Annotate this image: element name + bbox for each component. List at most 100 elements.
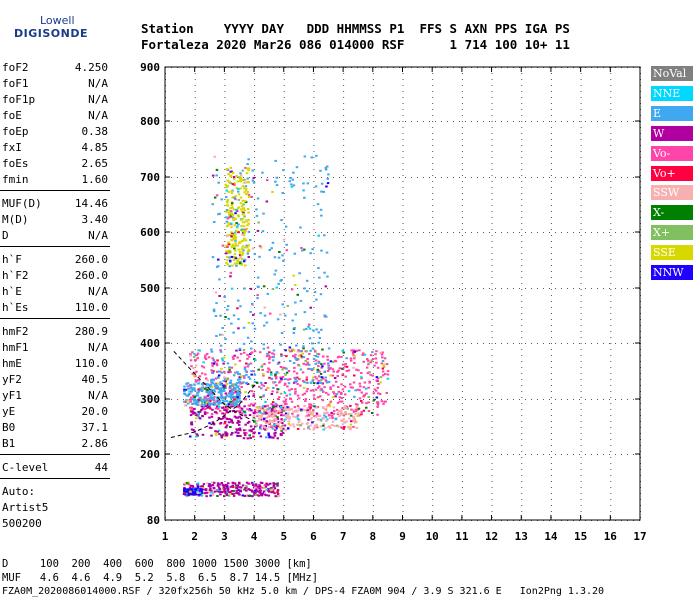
echo-point [288, 416, 291, 419]
echo-point [230, 226, 233, 229]
grid-dot [580, 505, 582, 506]
echo-point [229, 170, 232, 173]
echo-point [340, 413, 343, 416]
grid-dot [224, 433, 226, 434]
grid-dot [345, 177, 346, 178]
grid-dot [309, 288, 310, 289]
grid-dot [343, 103, 345, 104]
echo-point [187, 492, 191, 495]
echo-point [248, 414, 252, 416]
echo-point [228, 180, 231, 183]
echo-point [226, 201, 229, 204]
echo-point [210, 395, 213, 398]
grid-dot [402, 463, 404, 464]
echo-point [296, 383, 299, 385]
grid-dot [273, 399, 274, 400]
grid-dot [224, 277, 226, 278]
grid-dot [363, 399, 364, 400]
grid-dot [521, 319, 523, 320]
echo-point [274, 373, 277, 376]
echo-point [347, 369, 351, 372]
grid-dot [610, 223, 612, 224]
echo-point [274, 495, 277, 498]
grid-dot [580, 301, 582, 302]
grid-dot [491, 481, 493, 482]
grid-dot [372, 247, 374, 248]
echo-point [345, 365, 349, 368]
echo-point [372, 392, 375, 395]
echo-point [302, 189, 305, 192]
echo-point [343, 421, 347, 424]
param-value: 40.5 [81, 373, 109, 386]
echo-point [195, 393, 199, 396]
echo-point [231, 213, 235, 216]
grid-dot [313, 175, 315, 176]
echo-point [250, 481, 254, 484]
echo-point [210, 385, 214, 388]
echo-point [267, 421, 271, 424]
echo-point [226, 235, 229, 238]
grid-dot [254, 469, 256, 470]
param-clevel: C-level 44 [2, 461, 108, 475]
echo-point [323, 386, 326, 389]
echo-point [215, 335, 218, 337]
grid-dot [525, 177, 526, 178]
grid-dot [372, 451, 374, 452]
echo-point [192, 367, 195, 369]
grid-dot [213, 232, 214, 233]
echo-point [340, 419, 343, 422]
grid-dot [491, 259, 493, 260]
grid-dot [580, 325, 582, 326]
echo-point [221, 406, 224, 409]
echo-point [226, 378, 229, 381]
echo-point [220, 395, 224, 398]
echo-point [316, 362, 319, 365]
grid-dot [610, 271, 612, 272]
echo-point [316, 370, 319, 373]
grid-dot [219, 454, 220, 455]
grid-dot [291, 343, 292, 344]
echo-point [288, 346, 292, 349]
echo-point [251, 179, 255, 182]
echo-point [353, 374, 356, 377]
grid-dot [405, 121, 406, 122]
grid-dot [283, 229, 285, 230]
echo-point [344, 393, 347, 396]
echo-point [317, 396, 320, 399]
echo-point [327, 362, 330, 365]
grid-dot [283, 343, 285, 344]
grid-dot [610, 73, 612, 74]
grid-dot [357, 343, 358, 344]
echo-point [244, 398, 247, 401]
grid-dot [372, 439, 374, 440]
echo-point [253, 380, 257, 383]
grid-dot [461, 85, 463, 86]
echo-point [276, 491, 279, 494]
grid-dot [261, 399, 262, 400]
echo-point [361, 354, 364, 356]
grid-dot [550, 157, 552, 158]
grid-dot [519, 232, 520, 233]
echo-point [225, 383, 228, 385]
grid-dot [603, 399, 604, 400]
echo-point [280, 406, 283, 408]
grid-dot [521, 469, 523, 470]
echo-point [327, 404, 330, 407]
grid-dot [610, 229, 612, 230]
grid-dot [343, 169, 345, 170]
grid-dot [372, 145, 374, 146]
echo-point [382, 363, 386, 366]
muf-row: MUF 4.6 4.6 4.9 5.2 5.8 6.5 8.7 14.5 [MH… [2, 572, 319, 584]
echo-point [306, 407, 310, 410]
echo-point [234, 411, 237, 414]
echo-point [236, 244, 240, 247]
grid-dot [423, 232, 424, 233]
echo-point [311, 342, 314, 345]
echo-point [225, 424, 229, 427]
echo-point [246, 421, 250, 424]
echo-point [310, 412, 313, 415]
grid-dot [521, 379, 523, 380]
echo-point [226, 405, 230, 408]
echo-point [304, 409, 307, 412]
echo-point [324, 166, 327, 169]
